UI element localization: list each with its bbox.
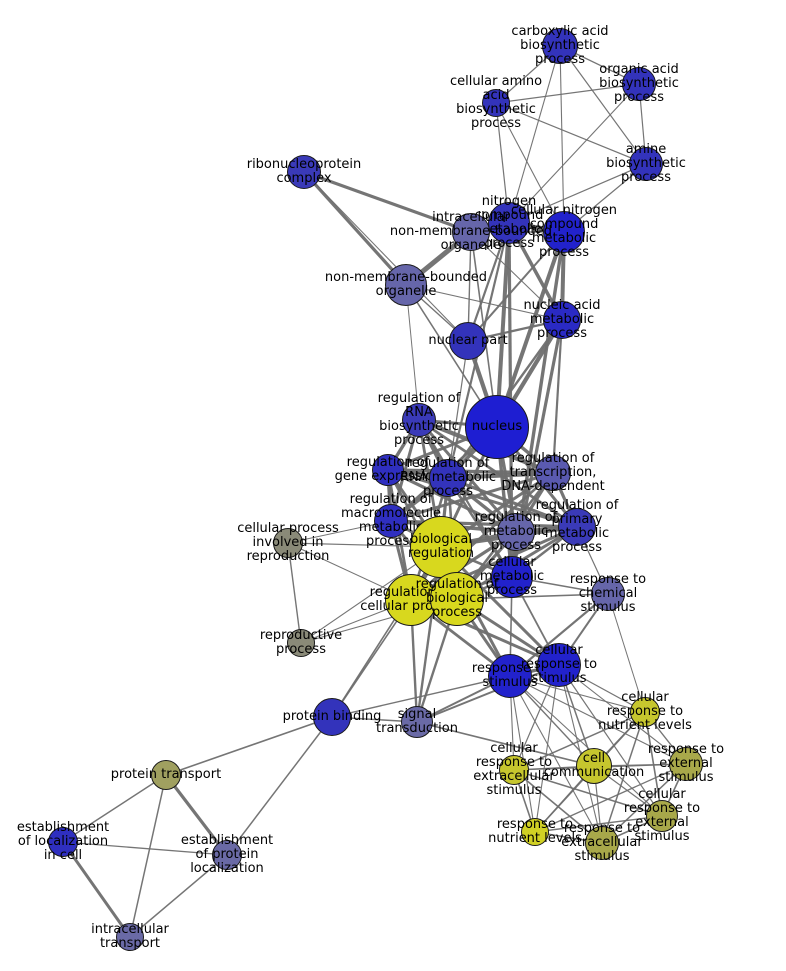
node-circle[interactable] [543, 211, 585, 253]
graph-edge [387, 468, 517, 534]
graph-edge [551, 319, 564, 474]
node-circle[interactable] [497, 513, 535, 551]
graph-edge [559, 45, 647, 165]
node-circle[interactable] [48, 827, 78, 857]
node-circle[interactable] [429, 459, 467, 497]
node-circle[interactable] [410, 516, 472, 578]
graph-edge [509, 675, 603, 844]
graph-edge [513, 711, 646, 771]
node-circle[interactable] [287, 629, 315, 657]
node-circle[interactable] [535, 455, 571, 491]
node-circle[interactable] [273, 528, 303, 558]
node-circle[interactable] [491, 556, 533, 598]
node-circle[interactable] [116, 923, 144, 951]
graph-edge [165, 716, 333, 776]
graph-edge [303, 171, 469, 342]
graph-edge [509, 675, 536, 833]
node-circle[interactable] [521, 818, 549, 846]
graph-edge [513, 769, 603, 844]
graph-edge [558, 664, 663, 817]
node-circle[interactable] [430, 572, 484, 626]
graph-edge [303, 170, 472, 234]
node-circle[interactable] [669, 747, 703, 781]
graph-edge [509, 675, 687, 765]
node-circle[interactable] [585, 826, 619, 860]
node-circle[interactable] [488, 654, 532, 698]
graph-edge [495, 102, 647, 165]
graph-edge [509, 675, 646, 713]
node-circle[interactable] [591, 577, 625, 611]
graph-edge [558, 664, 687, 765]
graph-edge [129, 854, 228, 938]
node-circle[interactable] [629, 147, 663, 181]
node-circle[interactable] [630, 697, 660, 727]
graph-edge [62, 841, 228, 856]
graph-edge [405, 284, 420, 421]
graph-edge [509, 675, 663, 817]
node-circle[interactable] [385, 264, 427, 306]
graph-edge [534, 763, 687, 833]
node-circle[interactable] [372, 454, 404, 486]
node-circle[interactable] [465, 395, 529, 459]
node-circle[interactable] [385, 574, 437, 626]
node-circle[interactable] [488, 202, 530, 244]
node-circle[interactable] [449, 322, 487, 360]
node-circle[interactable] [543, 301, 581, 339]
graph-edge [287, 520, 392, 544]
node-circle[interactable] [402, 403, 436, 437]
graph-edge [416, 664, 560, 723]
graph-edge [601, 763, 687, 844]
graph-edge [410, 472, 554, 601]
graph-edge [416, 721, 595, 767]
graph-edge [470, 231, 563, 321]
node-circle[interactable] [151, 760, 181, 790]
graph-edge [61, 841, 132, 938]
graph-edge [387, 468, 554, 475]
node-circle[interactable] [401, 706, 433, 738]
node-circle[interactable] [374, 504, 408, 538]
graph-edge [129, 774, 167, 938]
node-circle[interactable] [622, 67, 656, 101]
graph-edge [447, 476, 578, 529]
graph-edge [62, 774, 167, 843]
graph-edge [467, 231, 565, 342]
node-circle[interactable] [537, 643, 581, 687]
graph-edge [302, 170, 408, 287]
graph-edge [387, 468, 578, 529]
graph-edge [470, 231, 498, 428]
graph-edge [508, 45, 561, 224]
node-circle[interactable] [452, 213, 490, 251]
node-circle[interactable] [542, 28, 578, 64]
node-circle[interactable] [499, 755, 529, 785]
graph-edge [508, 83, 640, 224]
node-circle[interactable] [558, 508, 596, 546]
graph-edge [495, 102, 565, 233]
graph-edge [226, 716, 333, 856]
graph-edge [559, 45, 565, 233]
graph-edge [287, 542, 302, 644]
graph-edge [601, 711, 646, 844]
graph-edge [644, 711, 663, 817]
graph-edge [534, 664, 560, 833]
node-circle[interactable] [287, 155, 321, 189]
graph-edge [607, 593, 646, 713]
node-circle[interactable] [482, 89, 510, 117]
node-circle[interactable] [576, 748, 612, 784]
graph-edge [534, 815, 663, 833]
graph-edge [495, 83, 640, 104]
node-circle[interactable] [212, 840, 242, 870]
graph-edge [495, 222, 511, 428]
graph-edge [508, 163, 647, 224]
graph-edge [164, 774, 229, 856]
node-circle[interactable] [313, 698, 351, 736]
graph-edge [331, 675, 511, 718]
graph-edge [513, 769, 663, 817]
node-circle[interactable] [646, 800, 678, 832]
graph-edge [405, 284, 563, 321]
